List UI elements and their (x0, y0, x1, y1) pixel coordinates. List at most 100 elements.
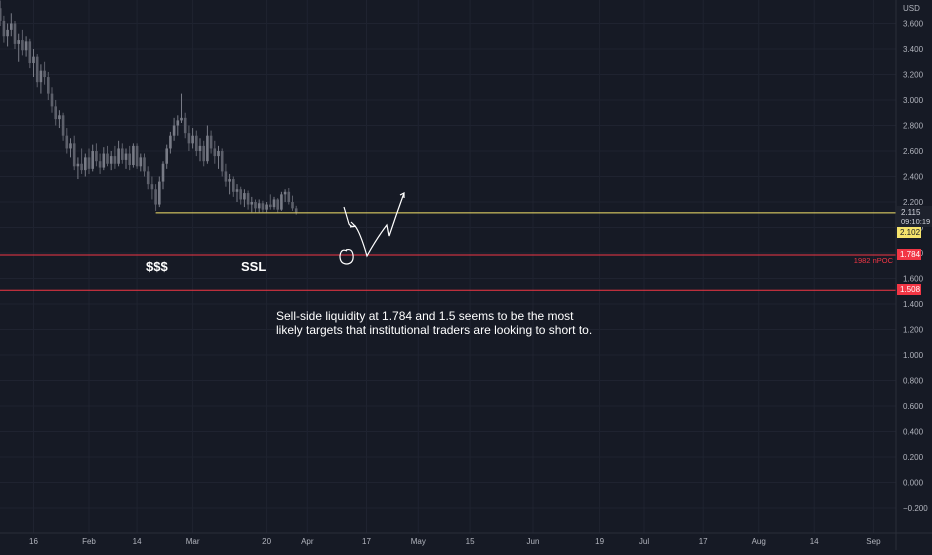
candle-body[interactable] (150, 184, 154, 190)
x-tick-label: 17 (362, 537, 371, 546)
candle-body[interactable] (250, 202, 254, 205)
candle-body[interactable] (220, 151, 224, 172)
candle-body[interactable] (180, 117, 183, 121)
candle-body[interactable] (54, 106, 57, 120)
level-1508-text: 1.508 (900, 285, 921, 294)
candle-body[interactable] (35, 56, 39, 83)
candle-body[interactable] (206, 135, 209, 162)
current-price-text: 2.115 (901, 208, 921, 217)
candle-body[interactable] (243, 193, 246, 200)
candle-body[interactable] (106, 153, 109, 164)
candle-body[interactable] (102, 153, 106, 168)
candle-body[interactable] (228, 179, 231, 182)
candle-body[interactable] (176, 120, 180, 126)
candle-body[interactable] (191, 135, 194, 144)
candle-body[interactable] (117, 148, 120, 164)
candle-body[interactable] (91, 151, 94, 169)
candle-body[interactable] (276, 199, 279, 210)
candle-body[interactable] (58, 115, 61, 120)
candle-body[interactable] (217, 151, 220, 157)
x-tick-label: Mar (186, 537, 200, 546)
candle-body[interactable] (139, 157, 143, 167)
candle-body[interactable] (0, 8, 2, 21)
arrow-head-small (349, 221, 357, 228)
candle-body[interactable] (158, 181, 161, 205)
candles[interactable] (0, 0, 298, 215)
candle-body[interactable] (95, 151, 98, 162)
candle-body[interactable] (76, 163, 80, 167)
price-labels: 2.115 09:10:19 2.102 1.784 1.508 1982 nP… (854, 206, 932, 295)
candle-body[interactable] (10, 23, 13, 30)
candle-body[interactable] (84, 157, 87, 171)
candle-body[interactable] (69, 143, 72, 149)
candle-body[interactable] (146, 171, 150, 185)
candle-body[interactable] (135, 145, 139, 167)
candle-body[interactable] (272, 199, 276, 208)
candle-body[interactable] (257, 203, 261, 209)
candle-body[interactable] (269, 204, 272, 208)
candle-body[interactable] (28, 41, 32, 64)
candle-body[interactable] (224, 171, 228, 182)
candle-body[interactable] (113, 156, 117, 164)
candle-body[interactable] (232, 179, 235, 192)
candle-body[interactable] (154, 189, 157, 205)
candle-body[interactable] (24, 41, 28, 51)
candle-body[interactable] (209, 135, 213, 149)
candle-body[interactable] (246, 193, 250, 205)
candle-body[interactable] (202, 145, 205, 162)
candle-body[interactable] (109, 156, 113, 164)
candle-body[interactable] (32, 56, 35, 64)
candle-body[interactable] (187, 133, 191, 144)
candle-body[interactable] (43, 70, 46, 78)
candle-body[interactable] (2, 20, 6, 37)
candle-body[interactable] (61, 115, 65, 136)
candle-body[interactable] (50, 93, 54, 107)
price-lines[interactable] (0, 212, 896, 291)
candle-body[interactable] (121, 148, 124, 160)
candle-body[interactable] (87, 157, 91, 169)
y-tick-label: 1.400 (903, 300, 924, 309)
candle-body[interactable] (294, 208, 298, 213)
candle-body[interactable] (254, 202, 257, 209)
x-tick-label: Apr (301, 537, 314, 546)
candle-body[interactable] (172, 125, 176, 136)
level-1508-tag (897, 284, 921, 295)
candle-body[interactable] (6, 29, 9, 37)
candle-body[interactable] (239, 189, 242, 200)
candle-body[interactable] (161, 163, 165, 182)
candle-body[interactable] (17, 40, 20, 44)
candle-body[interactable] (124, 153, 128, 160)
candle-body[interactable] (143, 157, 146, 172)
candle-body[interactable] (132, 145, 135, 166)
candle-body[interactable] (213, 148, 217, 157)
candle-body[interactable] (72, 143, 76, 167)
candle-body[interactable] (169, 135, 172, 149)
candle-body[interactable] (65, 135, 69, 149)
hand-drawings (339, 192, 405, 265)
candle-body[interactable] (280, 194, 283, 210)
y-tick-label: 1.600 (903, 275, 924, 284)
candle-body[interactable] (265, 204, 268, 210)
candle-body[interactable] (98, 161, 102, 168)
candle-body[interactable] (198, 145, 202, 151)
candle-body[interactable] (235, 189, 239, 192)
candle-body[interactable] (39, 70, 43, 83)
y-tick-label: 3.600 (903, 20, 924, 29)
candle-body[interactable] (283, 191, 287, 195)
candle-body[interactable] (128, 153, 131, 166)
candle-body[interactable] (13, 23, 17, 44)
candle-body[interactable] (291, 202, 294, 209)
candle-body[interactable] (47, 77, 50, 94)
candle-body[interactable] (183, 117, 187, 134)
candle-body[interactable] (261, 203, 265, 210)
candle-body[interactable] (287, 191, 291, 202)
candle-body[interactable] (195, 135, 198, 151)
projected-path-drawing (343, 192, 405, 258)
candle-body[interactable] (165, 148, 168, 164)
candle-body[interactable] (21, 40, 24, 51)
candle-body[interactable] (80, 163, 83, 171)
analysis-note: Sell-side liquidity at 1.784 and 1.5 see… (276, 309, 592, 337)
